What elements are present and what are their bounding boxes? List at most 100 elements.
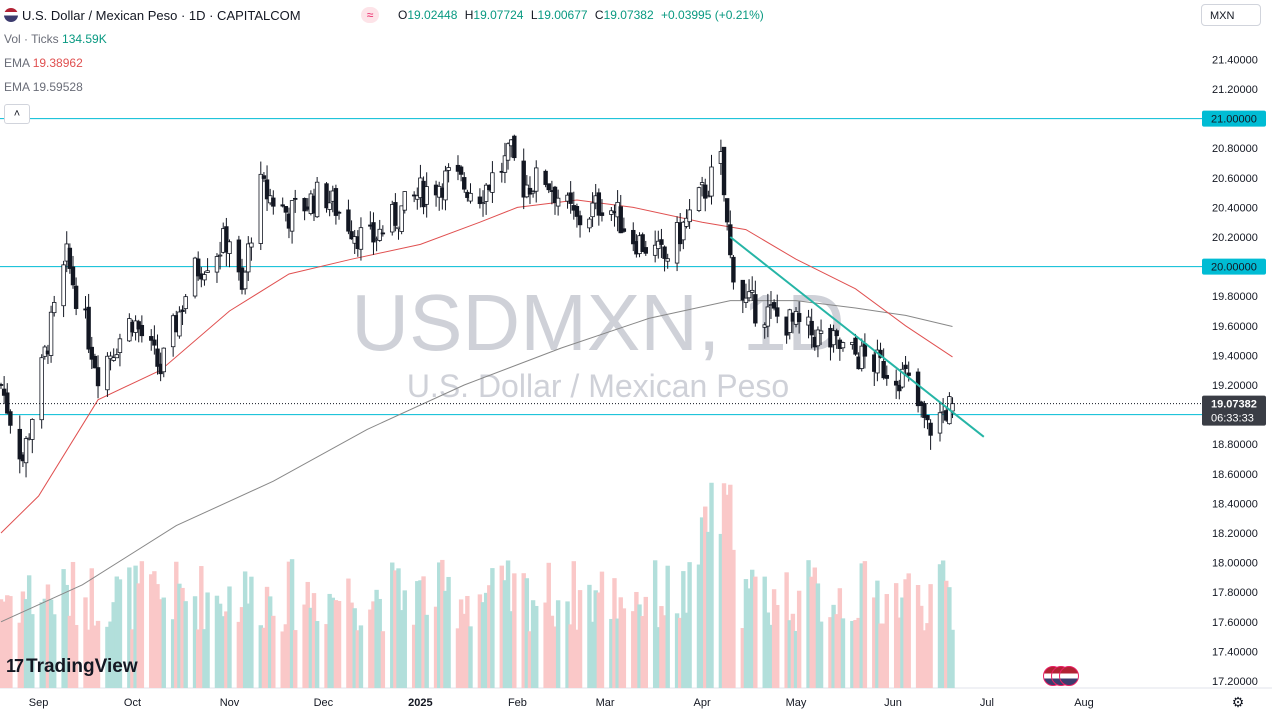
candle-body — [152, 339, 157, 346]
volume-bar — [840, 618, 846, 688]
ema-slow-legend[interactable]: EMA 19.59528 — [4, 80, 83, 94]
volume-bar — [280, 631, 285, 688]
candle-body — [117, 338, 123, 353]
volume-bar — [771, 589, 777, 688]
candle-body — [746, 291, 752, 299]
volume-bar — [368, 609, 373, 688]
volume-bar — [900, 597, 905, 688]
candle-body — [662, 246, 667, 259]
candle-body — [227, 241, 232, 254]
level-price-label: 21.00000 — [1211, 114, 1257, 126]
volume-bar — [768, 624, 774, 688]
candle-body — [483, 184, 489, 202]
candle-body — [399, 205, 404, 232]
volume-bar — [327, 593, 332, 688]
price-change: +0.03995 (+0.21%) — [661, 8, 764, 22]
symbol-title[interactable]: U.S. Dollar / Mexican Peso · 1D · CAPITA… — [22, 8, 301, 23]
y-tick-label: 17.40000 — [1212, 646, 1258, 658]
volume-bar — [83, 597, 88, 688]
volume-bar — [593, 590, 598, 688]
candle-body — [393, 202, 398, 226]
volume-bar — [490, 568, 495, 688]
volume-bar — [875, 580, 880, 688]
volume-bar — [862, 561, 868, 688]
watermark-name: U.S. Dollar / Mexican Peso — [407, 368, 789, 404]
ema-fast-legend[interactable]: EMA 19.38962 — [4, 56, 83, 70]
volume-bar — [740, 628, 746, 688]
volume-bar — [8, 596, 13, 688]
candle-body — [530, 191, 536, 194]
candle-body — [0, 384, 4, 386]
tradingview-logo[interactable]: 17 TradingView — [6, 656, 138, 677]
volume-bar — [152, 571, 157, 688]
countdown-label: 06:33:33 — [1211, 413, 1254, 425]
volume-bar — [487, 585, 492, 688]
volume-bar — [721, 483, 727, 688]
volume-bar — [505, 560, 511, 688]
candle-body — [283, 206, 289, 213]
volume-bar — [897, 617, 902, 688]
volume-bar — [878, 623, 883, 688]
volume-bar — [224, 611, 229, 688]
candle-body — [205, 270, 210, 273]
volume-bar — [915, 584, 921, 688]
volume-bar — [906, 573, 911, 688]
candle-body — [831, 330, 836, 346]
volume-bar — [358, 625, 364, 688]
volume-bar — [352, 608, 357, 688]
candle-body — [8, 411, 13, 426]
volume-bar — [437, 562, 442, 688]
candle-body — [105, 355, 110, 391]
currency-selector[interactable]: MXN — [1201, 4, 1261, 26]
compare-wave-icon[interactable]: ≈ — [361, 7, 379, 23]
volume-bar — [192, 596, 198, 688]
volume-bar — [302, 604, 307, 688]
volume-legend[interactable]: Vol · Ticks 134.59K — [4, 32, 107, 46]
candle-body — [236, 239, 242, 273]
last-price-tag — [1202, 395, 1266, 426]
volume-bar — [574, 629, 580, 688]
volume-bar — [499, 565, 504, 688]
candle-body — [881, 360, 886, 379]
y-tick-label: 20.80000 — [1212, 143, 1258, 155]
candle-body — [402, 191, 407, 211]
candle-body — [242, 271, 248, 290]
events-flags-icon[interactable] — [1043, 666, 1081, 686]
candle-body — [546, 183, 551, 191]
candle-body — [643, 247, 648, 254]
volume-bar — [61, 569, 66, 688]
candle-body — [443, 170, 448, 201]
volume-bar — [455, 628, 461, 688]
candle-body — [512, 135, 517, 159]
y-tick-label: 17.60000 — [1212, 617, 1258, 629]
volume-bar — [30, 614, 35, 688]
candle-body — [696, 187, 702, 211]
volume-bar — [355, 630, 361, 688]
volume-bar — [258, 625, 263, 688]
candle-body — [349, 231, 354, 240]
collapse-legend-button[interactable]: ˄ — [4, 104, 30, 124]
candle-body — [202, 274, 207, 281]
candle-body — [502, 155, 508, 173]
candle-body — [149, 336, 154, 341]
volume-bar — [530, 600, 536, 688]
candle-body — [336, 211, 342, 214]
volume-bar — [468, 626, 473, 688]
candle-body — [424, 186, 429, 205]
candle-body — [246, 243, 251, 273]
volume-bar — [678, 617, 683, 688]
volume-bar — [765, 612, 771, 688]
candle-body — [621, 228, 627, 232]
volume-bar — [48, 599, 54, 688]
volume-bar — [775, 604, 780, 688]
settings-gear-icon[interactable]: ⚙ — [1231, 694, 1245, 710]
volume-bar — [23, 599, 29, 688]
volume-bar — [336, 600, 342, 688]
volume-bar — [305, 581, 310, 688]
candle-body — [30, 419, 35, 440]
volume-bar — [393, 570, 398, 688]
candle-body — [721, 146, 727, 196]
candle-body — [699, 182, 705, 186]
y-tick-label: 18.40000 — [1212, 498, 1258, 510]
